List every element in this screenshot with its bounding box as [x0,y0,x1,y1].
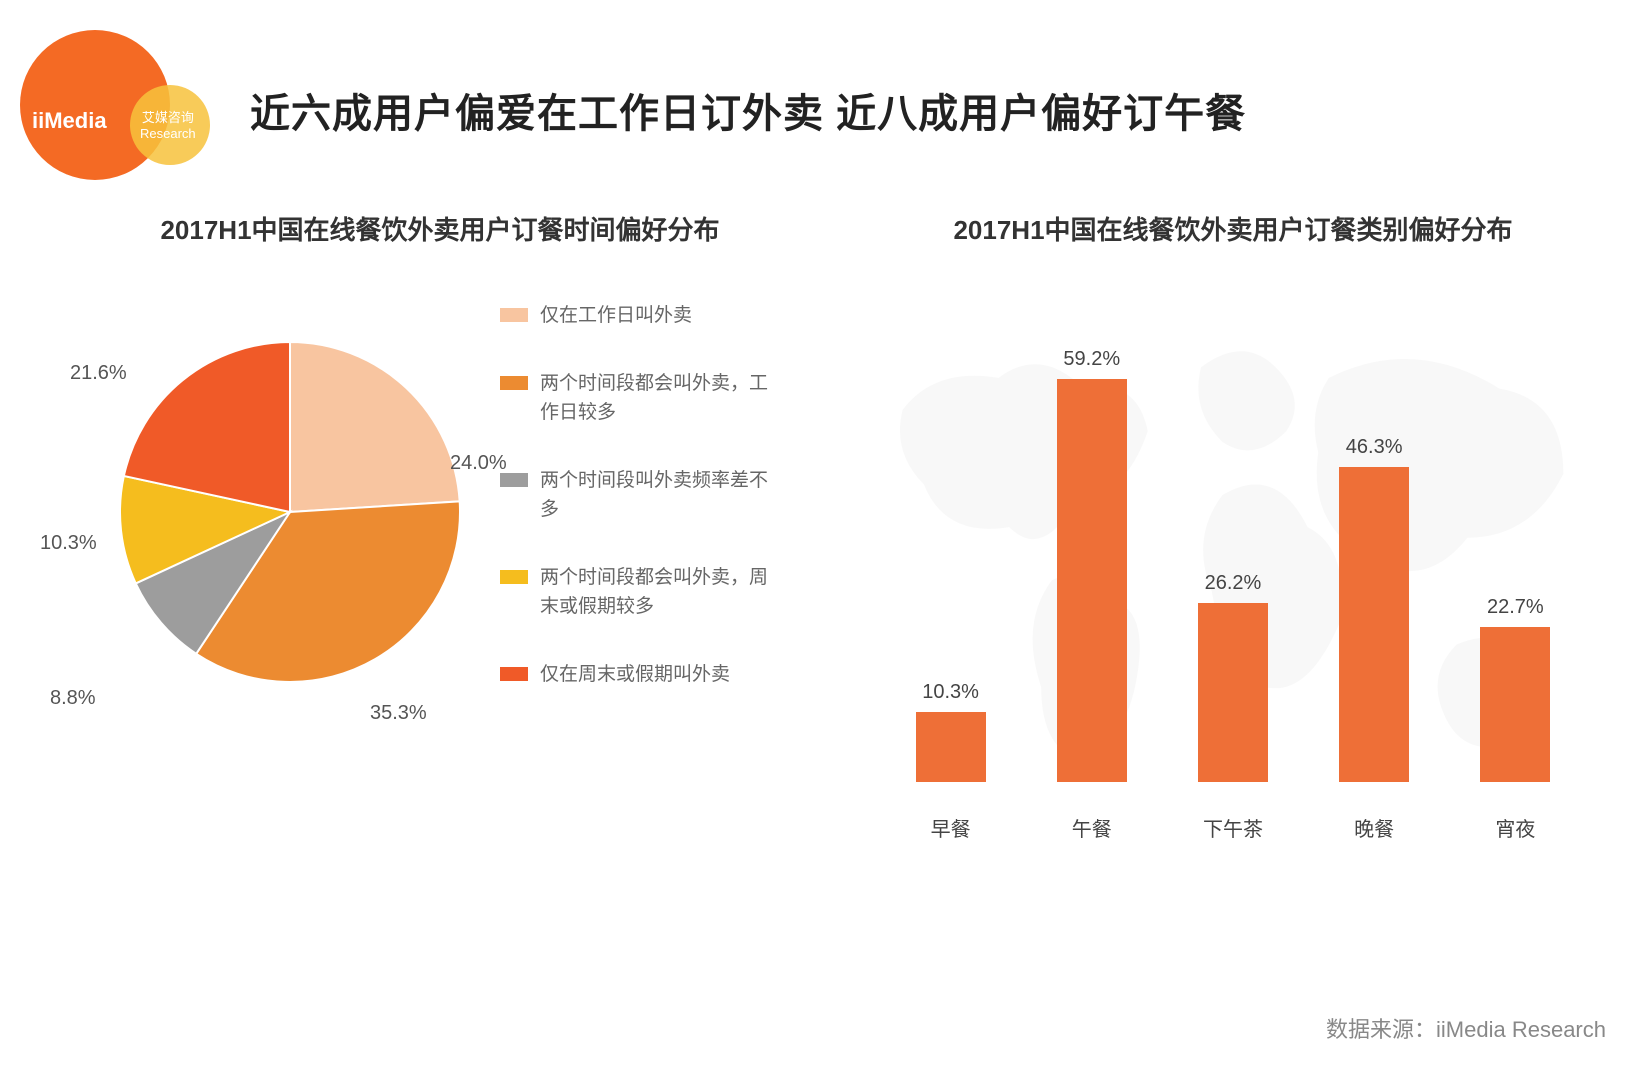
bar-panel: 2017H1中国在线餐饮外卖用户订餐类别偏好分布 10.3% 59.2% 26.2%… [860,210,1606,842]
bar-value-label: 10.3% [922,681,979,704]
logo-brand-text: iiMedia [32,110,107,132]
bar-group: 26.2% [1183,572,1283,781]
pie-legend: 仅在工作日叫外卖两个时间段都会叫外卖，工作日较多两个时间段叫外卖频率差不多两个时… [500,282,780,730]
bars-container: 10.3% 59.2% 26.2% 46.3% 22.7% [860,302,1606,782]
bar-group: 10.3% [901,681,1001,782]
content: 2017H1中国在线餐饮外卖用户订餐时间偏好分布 24.0%35.3%8.8%1… [0,190,1646,842]
pie-panel: 2017H1中国在线餐饮外卖用户订餐时间偏好分布 24.0%35.3%8.8%1… [60,210,820,842]
legend-swatch [500,570,528,584]
logo: iiMedia 艾媒咨询 Research [20,30,220,190]
bar-rect [916,712,986,782]
pie-slice [290,342,460,512]
bar-rect [1198,603,1268,781]
pie-svg [60,282,480,742]
pie-slice-label: 8.8% [50,687,96,710]
legend-item: 两个时间段都会叫外卖，工作日较多 [500,370,780,427]
pie-wrap: 24.0%35.3%8.8%10.3%21.6% [60,282,480,702]
bar-category-label: 午餐 [1042,801,1142,842]
legend-item: 仅在周末或假期叫外卖 [500,661,780,690]
header: iiMedia 艾媒咨询 Research 近六成用户偏爱在工作日订外卖 近八成… [0,0,1646,190]
bar-category-label: 宵夜 [1465,801,1565,842]
logo-sub-text: 艾媒咨询 Research [140,110,196,141]
bar-value-label: 59.2% [1063,348,1120,371]
data-source-footer: 数据来源：iiMedia Research [1326,1012,1606,1044]
bar-category-label: 下午茶 [1183,801,1283,842]
pie-slice-label: 24.0% [450,452,507,475]
legend-item: 仅在工作日叫外卖 [500,302,780,331]
pie-slice-label: 35.3% [370,702,427,725]
main-title: 近六成用户偏爱在工作日订外卖 近八成用户偏好订午餐 [250,81,1246,139]
legend-label: 仅在工作日叫外卖 [540,302,692,331]
legend-swatch [500,376,528,390]
bar-group: 59.2% [1042,348,1142,782]
bar-category-label: 早餐 [901,801,1001,842]
pie-slice-label: 21.6% [70,362,127,385]
bar-value-label: 46.3% [1346,436,1403,459]
pie-area: 24.0%35.3%8.8%10.3%21.6% 仅在工作日叫外卖两个时间段都会… [60,282,820,730]
bar-axis: 早餐午餐下午茶晚餐宵夜 [860,801,1606,842]
logo-sub1: 艾媒咨询 [142,110,194,125]
bar-rect [1339,467,1409,782]
bar-category-label: 晚餐 [1324,801,1424,842]
pie-slice-label: 10.3% [40,532,97,555]
legend-label: 两个时间段叫外卖频率差不多 [540,467,780,524]
bar-chart-title: 2017H1中国在线餐饮外卖用户订餐类别偏好分布 [860,210,1606,252]
bar-value-label: 22.7% [1487,596,1544,619]
pie-chart-title: 2017H1中国在线餐饮外卖用户订餐时间偏好分布 [60,210,820,252]
legend-label: 两个时间段都会叫外卖，工作日较多 [540,370,780,427]
bar-rect [1057,379,1127,782]
legend-label: 两个时间段都会叫外卖，周末或假期较多 [540,564,780,621]
legend-swatch [500,667,528,681]
bar-rect [1480,627,1550,781]
legend-swatch [500,308,528,322]
bar-value-label: 26.2% [1205,572,1262,595]
legend-swatch [500,473,528,487]
legend-item: 两个时间段都会叫外卖，周末或假期较多 [500,564,780,621]
bar-group: 46.3% [1324,436,1424,782]
legend-item: 两个时间段叫外卖频率差不多 [500,467,780,524]
logo-sub2: Research [140,126,196,141]
bar-chart: 10.3% 59.2% 26.2% 46.3% 22.7% 早餐午餐下午茶晚餐宵夜 [860,282,1606,842]
bar-group: 22.7% [1465,596,1565,781]
legend-label: 仅在周末或假期叫外卖 [540,661,730,690]
